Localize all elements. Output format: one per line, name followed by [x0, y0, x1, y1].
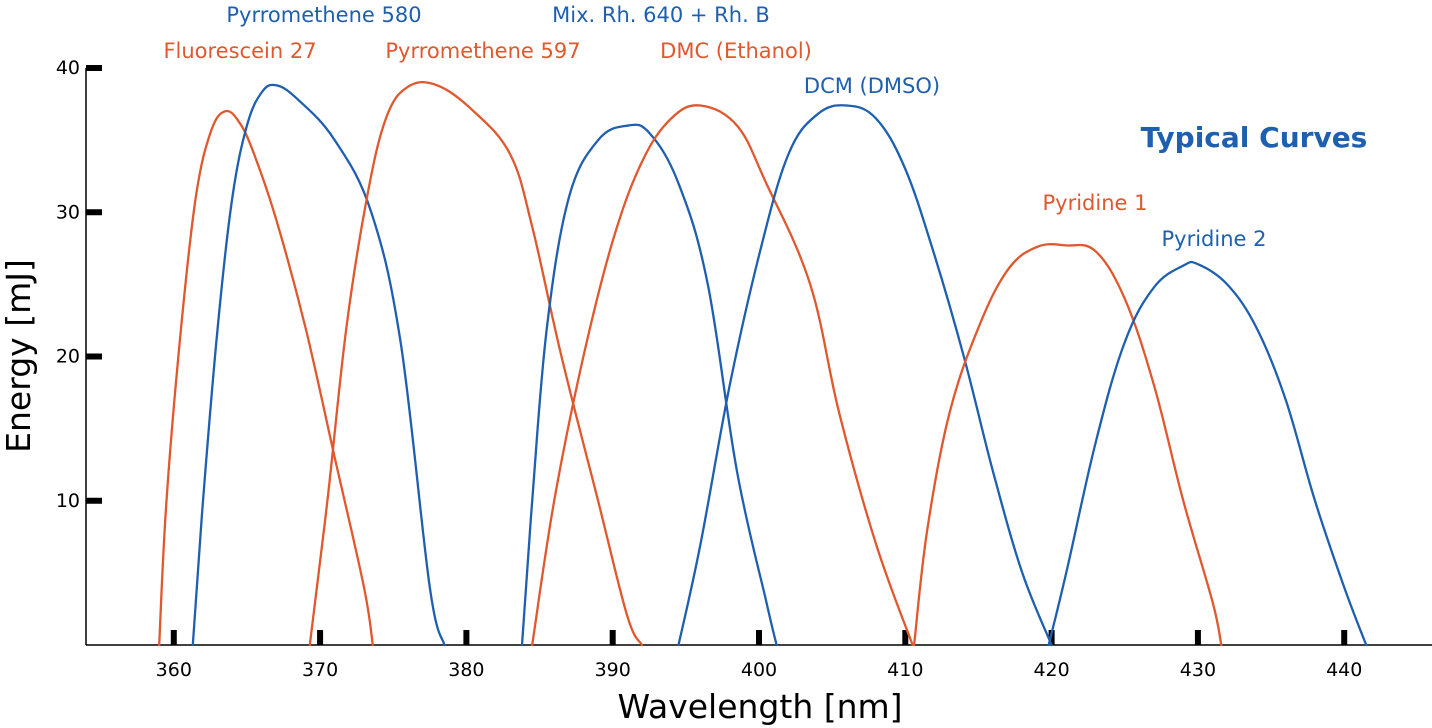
x-axis-title: Wavelength [nm] — [617, 687, 902, 726]
chart-axes: 10 20 30 40 360 370 380 390 400 410 420 430 440 — [56, 57, 1432, 681]
series-line-fluorescein-27 — [158, 109, 374, 647]
x-tick-label: 410 — [887, 659, 923, 681]
series-label-mix-rh-640-rh-b: Mix. Rh. 640 + Rh. B — [552, 3, 770, 27]
x-tick-mark — [609, 630, 616, 645]
x-tick-label: 370 — [302, 659, 338, 681]
x-tick-mark — [902, 630, 909, 645]
x-tick-label: 380 — [448, 659, 484, 681]
series-line-pyridine-2 — [1047, 260, 1368, 647]
x-tick-label: 420 — [1033, 659, 1069, 681]
y-tick-mark — [86, 497, 102, 504]
typical-curves-annotation: Typical Curves — [1141, 121, 1368, 154]
y-tick-label: 20 — [56, 346, 80, 368]
series-line-dcm-dmso — [677, 104, 1053, 647]
series-label-dcm-dmso: DCM (DMSO) — [804, 74, 940, 98]
chart-curves — [158, 81, 1368, 647]
x-tick-mark — [1194, 630, 1201, 645]
series-line-pyridine-1 — [912, 243, 1223, 647]
x-tick-label: 430 — [1180, 659, 1216, 681]
y-axis-title: Energy [mJ] — [0, 259, 38, 453]
x-tick-mark — [170, 630, 177, 645]
y-tick-label: 10 — [56, 490, 80, 512]
series-line-mix-rh-640-rh-b — [520, 123, 778, 647]
y-tick-mark — [86, 353, 102, 360]
series-label-fluorescein-27: Fluorescein 27 — [163, 39, 316, 63]
y-tick-mark — [86, 65, 102, 71]
series-label-pyridine-2: Pyridine 2 — [1162, 227, 1267, 251]
x-tick-label: 360 — [156, 659, 192, 681]
series-line-dmc-ethanol — [531, 104, 914, 647]
y-tick-mark — [86, 209, 102, 216]
series-line-pyrromethene-597 — [308, 81, 644, 647]
series-label-pyrromethene-580: Pyrromethene 580 — [226, 3, 421, 27]
series-label-dmc-ethanol: DMC (Ethanol) — [660, 39, 812, 63]
series-label-pyridine-1: Pyridine 1 — [1043, 191, 1148, 215]
x-tick-mark — [1341, 630, 1348, 645]
y-tick-label: 40 — [56, 57, 80, 79]
x-tick-mark — [463, 630, 470, 645]
x-tick-mark — [317, 630, 324, 645]
series-label-pyrromethene-597: Pyrromethene 597 — [385, 39, 580, 63]
y-tick-label: 30 — [56, 201, 80, 223]
chart-labels: Fluorescein 27 Pyrromethene 580 Pyrromethe… — [163, 3, 1266, 251]
series-line-pyrromethene-580 — [191, 83, 446, 647]
x-tick-label: 440 — [1326, 659, 1362, 681]
x-tick-label: 390 — [595, 659, 631, 681]
x-tick-mark — [756, 630, 762, 645]
x-tick-label: 400 — [741, 659, 777, 681]
